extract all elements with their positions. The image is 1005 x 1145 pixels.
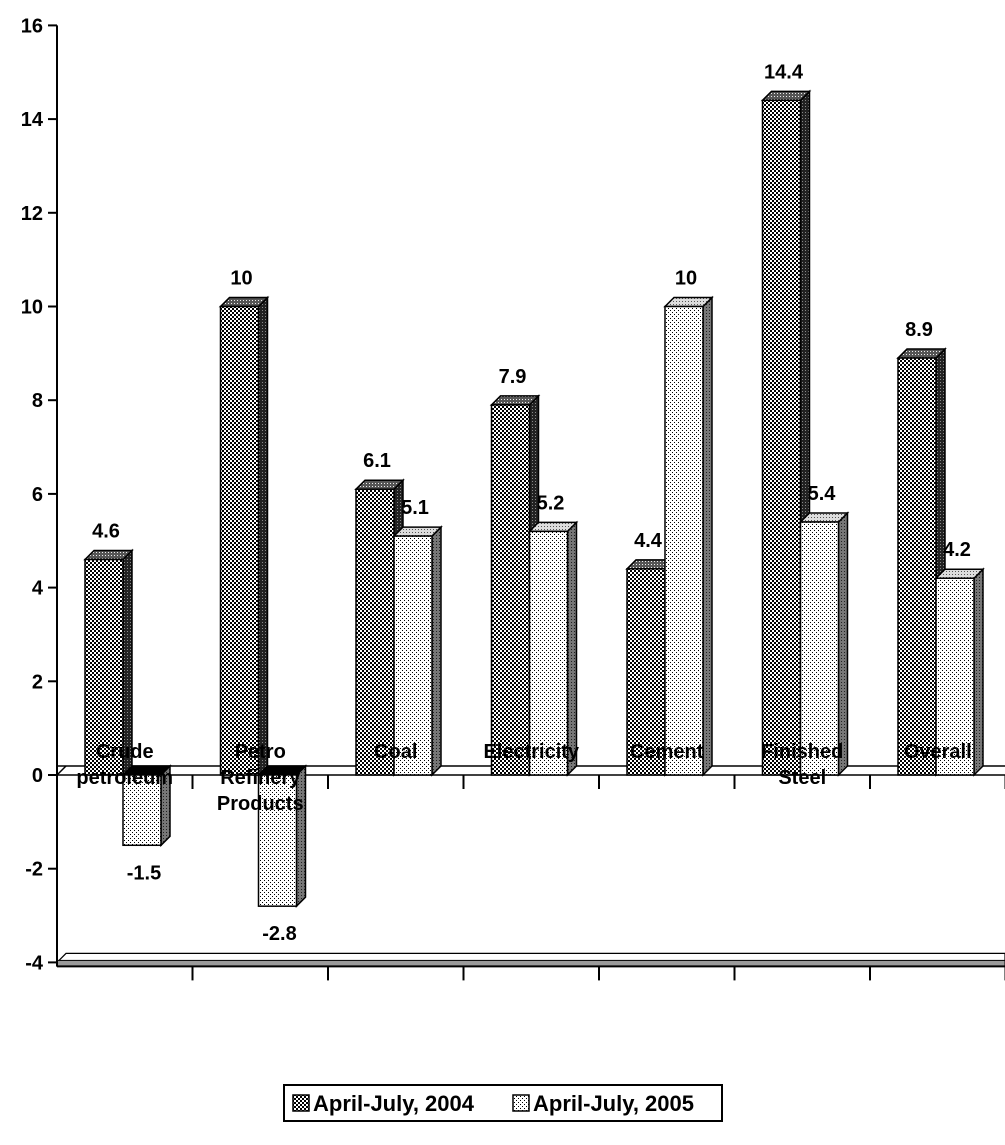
bar-top — [392, 526, 443, 537]
data-label: 5.1 — [401, 497, 429, 519]
bar-2004 — [218, 295, 270, 777]
bar-2005 — [934, 567, 985, 777]
y-tick-label: -2 — [25, 859, 43, 881]
bar-top — [896, 348, 947, 359]
legend-label-2004: April-July, 2004 — [313, 1091, 475, 1116]
legend-swatch-2004 — [292, 1094, 310, 1112]
bar-top — [663, 296, 714, 308]
bar-front — [219, 305, 260, 776]
bars — [83, 89, 985, 908]
bar-front — [626, 568, 666, 776]
bar-front — [897, 357, 937, 776]
x-category-label: Coal — [374, 741, 417, 763]
bar-front — [528, 530, 569, 776]
x-category-label: Petro Refinery Products — [217, 741, 304, 815]
bar-front — [393, 535, 433, 776]
legend-swatch-2005 — [512, 1094, 530, 1112]
bar-2005 — [798, 511, 850, 777]
bar-side — [837, 511, 849, 777]
bar-top — [489, 395, 541, 406]
y-tick-label: 2 — [32, 671, 43, 693]
x-category-label-line: Overall — [904, 741, 972, 763]
bar-top — [760, 90, 812, 102]
bar-top — [527, 521, 579, 533]
y-tick-label: 0 — [32, 765, 43, 787]
y-tick-label: 6 — [32, 484, 43, 506]
x-category-label-line: Products — [217, 793, 304, 815]
bar-front — [257, 774, 298, 907]
bar-front — [761, 99, 802, 776]
x-category-label-line: Crude — [96, 741, 154, 763]
bar-2005 — [121, 764, 172, 848]
data-label: 5.2 — [537, 492, 565, 514]
y-tick-label: 10 — [21, 297, 43, 319]
bar-front — [935, 577, 975, 776]
bar-front — [122, 774, 162, 847]
bar-2005 — [663, 295, 714, 777]
data-label: 10 — [675, 268, 697, 290]
y-tick-label: 4 — [32, 578, 44, 600]
bar-top — [934, 568, 985, 579]
y-tick-label: -4 — [25, 952, 44, 974]
legend-box — [283, 1084, 723, 1122]
axes: -4 -2 0 2 4 6 8 10 12 14 16 — [21, 15, 1005, 981]
x-category-label-line: Cement — [630, 741, 704, 763]
data-label: 4.6 — [92, 520, 120, 542]
bar-side — [257, 295, 269, 777]
labels: Crude petroleum Petro Refinery Products Coal E… — [76, 61, 971, 945]
zero-plane-edge — [56, 765, 67, 776]
bar-side — [973, 567, 984, 777]
data-label: 4.2 — [943, 539, 971, 561]
bar-front — [84, 558, 124, 776]
x-category-label-line: Petro — [235, 741, 286, 763]
bar-2005 — [392, 525, 443, 777]
data-label: 4.4 — [634, 530, 663, 552]
legend-label-2005: April-July, 2005 — [533, 1091, 694, 1116]
data-label: -1.5 — [127, 862, 161, 884]
bar-front — [490, 404, 531, 776]
data-label: 10 — [230, 268, 252, 290]
y-tick-label: 8 — [32, 390, 43, 412]
x-category-label-line: Finished — [761, 741, 843, 763]
data-label: 6.1 — [363, 450, 391, 472]
y-tick-label: 12 — [21, 203, 43, 225]
x-category-label: Cement — [630, 741, 704, 763]
x-category-label: Crude petroleum — [76, 741, 173, 789]
x-category-label-line: petroleum — [76, 767, 173, 789]
data-label: 5.4 — [808, 483, 837, 505]
bar-2004 — [83, 548, 134, 777]
data-label: 14.4 — [764, 61, 804, 83]
bar-2005 — [256, 764, 308, 908]
y-tick-label: 16 — [21, 15, 43, 37]
bar-side — [431, 525, 442, 777]
bar-side — [566, 520, 578, 777]
bar-top — [218, 296, 270, 308]
bar-front — [664, 305, 704, 776]
bar-front — [799, 521, 840, 776]
bar-top — [798, 512, 850, 523]
bar-2005 — [527, 520, 579, 777]
x-category-label-line: Electricity — [483, 741, 579, 763]
y-tick-label: 14 — [21, 109, 44, 131]
data-label: 8.9 — [905, 319, 933, 341]
bar-top — [83, 549, 134, 561]
bar-top — [354, 479, 405, 490]
x-category-label-line: Refinery — [220, 767, 301, 789]
legend: April-July, 2004 April-July, 2005 — [283, 1084, 723, 1122]
x-category-label: Overall — [904, 741, 972, 763]
data-label: -2.8 — [262, 923, 296, 945]
chart-floor — [55, 765, 1005, 967]
data-label: 7.9 — [499, 366, 527, 388]
x-category-label: Finished Steel — [761, 741, 843, 789]
bar-front — [355, 488, 395, 776]
x-category-label-line: Steel — [778, 767, 826, 789]
x-category-label: Electricity — [483, 741, 579, 763]
bar-side — [702, 295, 713, 777]
x-category-label-line: Coal — [374, 741, 417, 763]
